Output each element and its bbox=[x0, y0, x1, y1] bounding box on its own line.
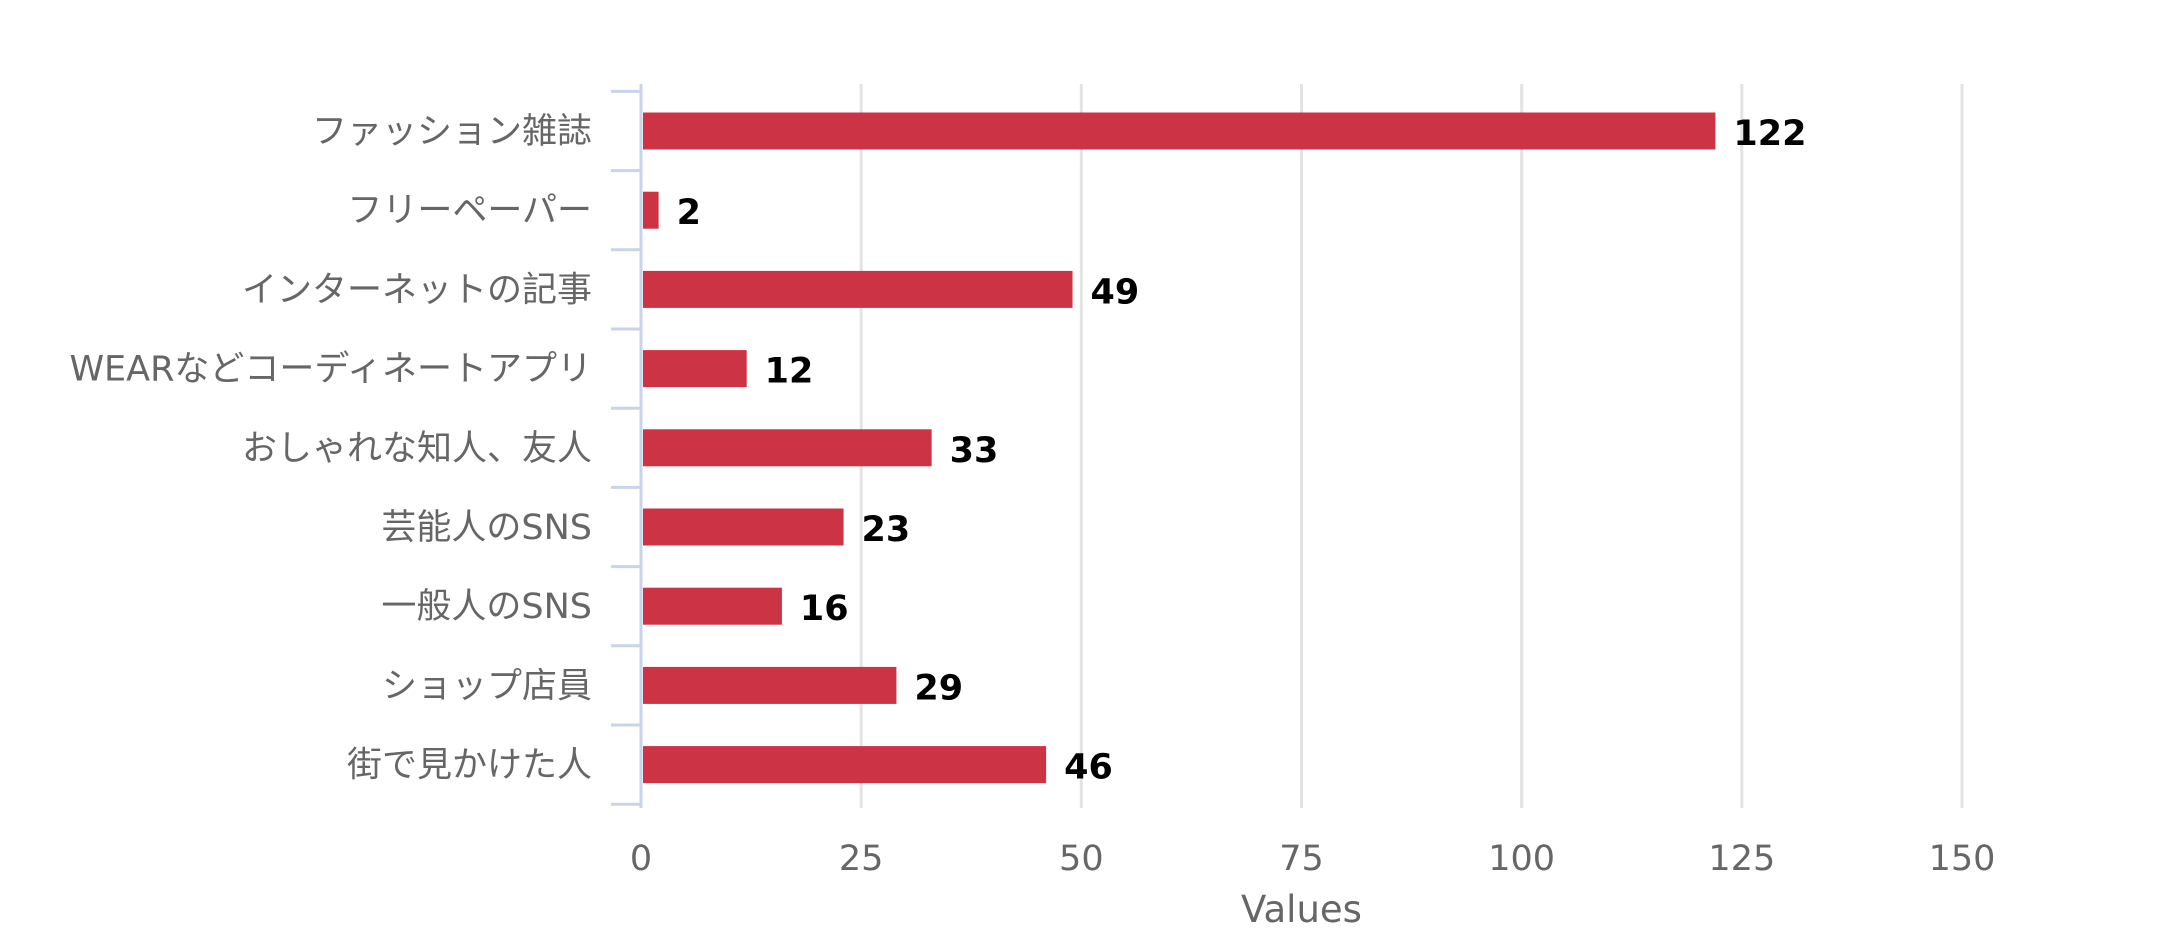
data-label: 46 bbox=[1064, 748, 1113, 788]
data-label: 49 bbox=[1091, 272, 1140, 312]
x-tick-label: 0 bbox=[630, 839, 652, 879]
category-label: ファッション雑誌 bbox=[312, 112, 592, 152]
x-tick-label: 75 bbox=[1279, 839, 1324, 879]
data-label: 29 bbox=[914, 668, 963, 708]
bar bbox=[643, 112, 1716, 150]
data-labels: 122 2 49 12 33 23 16 29 46 bbox=[677, 114, 1807, 788]
data-label: 16 bbox=[800, 589, 849, 629]
data-label: 122 bbox=[1733, 114, 1806, 154]
category-label: インターネットの記事 bbox=[242, 270, 592, 310]
category-label: 芸能人のSNS bbox=[381, 508, 592, 548]
bar bbox=[643, 587, 782, 625]
category-label: 街で見かけた人 bbox=[347, 746, 592, 786]
category-label: ショップ店員 bbox=[382, 666, 592, 706]
bar bbox=[643, 746, 1047, 784]
category-label: フリーペーパー bbox=[347, 191, 592, 231]
bar bbox=[643, 350, 747, 388]
category-label: WEARなどコーディネートアプリ bbox=[69, 350, 592, 390]
data-label: 33 bbox=[950, 431, 999, 471]
gridlines bbox=[859, 84, 1964, 808]
x-tick-label: 50 bbox=[1059, 839, 1104, 879]
bar bbox=[643, 508, 844, 546]
data-label: 12 bbox=[765, 352, 814, 392]
bar bbox=[643, 270, 1073, 308]
x-tick-label: 125 bbox=[1708, 839, 1775, 879]
x-tick-label: 25 bbox=[839, 839, 884, 879]
category-label: 一般人のSNS bbox=[381, 587, 592, 627]
y-axis bbox=[611, 84, 643, 808]
x-axis-title: Values bbox=[1241, 888, 1362, 931]
x-tick-labels: 0 25 50 75 100 125 150 bbox=[630, 839, 1996, 879]
bar bbox=[643, 666, 897, 704]
bar bbox=[643, 191, 659, 229]
bars bbox=[643, 112, 1716, 784]
data-label: 23 bbox=[862, 510, 911, 550]
bar bbox=[643, 429, 932, 467]
data-label: 2 bbox=[677, 193, 701, 233]
x-tick-label: 100 bbox=[1488, 839, 1555, 879]
category-label: おしゃれな知人、友人 bbox=[242, 429, 592, 469]
x-tick-label: 150 bbox=[1929, 839, 1996, 879]
